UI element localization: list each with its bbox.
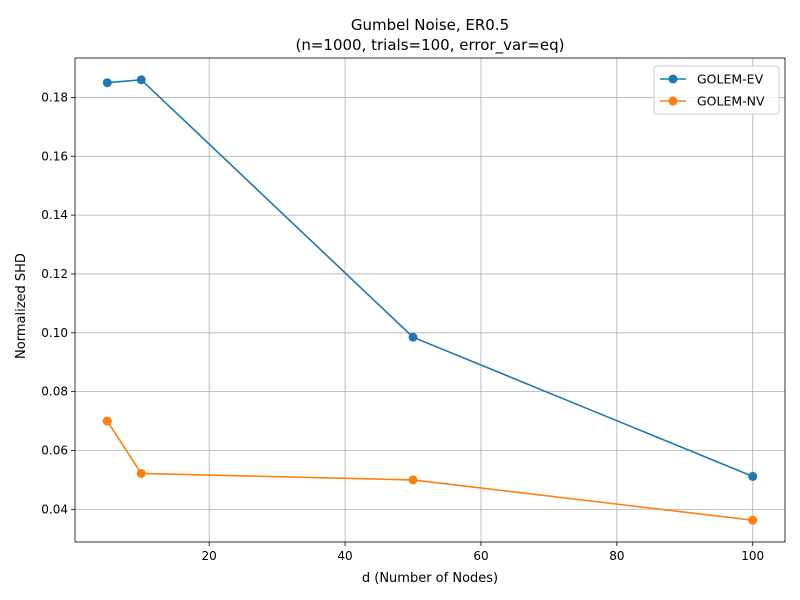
axis-ticks: 20 40 60 80 100 0.04 0.06 0.08 0.10 0.12 0.14 0.16 0… [41, 90, 764, 563]
x-tick-label: 80 [609, 549, 624, 563]
y-tick-label: 0.14 [41, 208, 68, 222]
chart-title-line-2: (n=1000, trials=100, error_var=eq) [296, 36, 565, 55]
data-point-golem-nv [102, 416, 112, 426]
x-tick-label: 40 [337, 549, 352, 563]
y-tick-label: 0.16 [41, 149, 68, 163]
legend: GOLEM-EV GOLEM-NV [653, 65, 780, 115]
legend-marker-golem-ev [668, 74, 678, 84]
series-line-golem-nv [106, 420, 753, 522]
y-tick-label: 0.04 [41, 502, 68, 516]
chart-title-line-1: Gumbel Noise, ER0.5 [351, 16, 509, 34]
x-tick-label: 60 [473, 549, 488, 563]
series-line-golem-ev [107, 78, 754, 478]
data-point-golem-nv [748, 515, 758, 525]
grid [75, 58, 785, 542]
x-tick-label: 20 [202, 549, 217, 563]
data-point-golem-ev [408, 332, 418, 342]
y-tick-label: 0.18 [41, 90, 68, 104]
data-point-golem-nv [408, 475, 418, 485]
x-axis-label: d (Number of Nodes) [362, 571, 498, 586]
plot-area-frame [74, 57, 786, 543]
series-layer [102, 75, 758, 525]
y-axis-label: Normalized SHD [14, 253, 29, 359]
data-point-golem-ev [102, 78, 112, 88]
x-tick-label: 100 [741, 549, 764, 563]
data-point-golem-ev [748, 471, 758, 481]
legend-marker-golem-nv [668, 96, 678, 106]
legend-label-golem-ev: GOLEM-EV [697, 72, 764, 87]
series-golem-ev [102, 75, 758, 481]
series-golem-nv [102, 416, 758, 525]
legend-box [653, 65, 780, 115]
y-tick-label: 0.08 [41, 385, 68, 399]
legend-label-golem-nv: GOLEM-NV [697, 94, 765, 109]
data-point-golem-ev [136, 75, 146, 85]
y-tick-label: 0.06 [41, 443, 68, 457]
data-point-golem-nv [136, 468, 146, 478]
y-tick-label: 0.12 [41, 267, 68, 281]
y-tick-label: 0.10 [41, 326, 68, 340]
